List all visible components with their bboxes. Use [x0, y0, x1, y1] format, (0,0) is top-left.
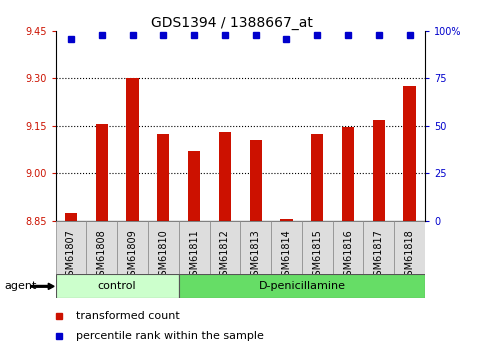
- Bar: [311, 134, 324, 221]
- Bar: [148, 221, 179, 274]
- Text: GSM61807: GSM61807: [66, 229, 76, 282]
- Text: GSM61816: GSM61816: [343, 229, 353, 282]
- Bar: [240, 221, 271, 274]
- Text: GSM61808: GSM61808: [97, 229, 107, 282]
- Text: GSM61811: GSM61811: [189, 229, 199, 282]
- Bar: [179, 221, 210, 274]
- Bar: [302, 221, 333, 274]
- Text: GDS1394 / 1388667_at: GDS1394 / 1388667_at: [151, 16, 313, 30]
- Text: GSM61818: GSM61818: [405, 229, 414, 282]
- Bar: [86, 221, 117, 274]
- Bar: [210, 221, 240, 274]
- Bar: [157, 134, 170, 221]
- Text: agent: agent: [5, 282, 37, 291]
- Bar: [127, 78, 139, 221]
- Text: control: control: [98, 282, 136, 291]
- Bar: [179, 274, 425, 298]
- Bar: [271, 221, 302, 274]
- Text: GSM61810: GSM61810: [158, 229, 168, 282]
- Bar: [117, 221, 148, 274]
- Text: D-penicillamine: D-penicillamine: [258, 282, 345, 291]
- Bar: [364, 221, 394, 274]
- Bar: [280, 219, 293, 221]
- Bar: [250, 140, 262, 221]
- Bar: [65, 213, 77, 221]
- Text: GSM61812: GSM61812: [220, 229, 230, 282]
- Bar: [188, 151, 200, 221]
- Text: GSM61809: GSM61809: [128, 229, 138, 282]
- Text: GSM61814: GSM61814: [282, 229, 291, 282]
- Text: GSM61815: GSM61815: [313, 229, 322, 282]
- Bar: [56, 221, 86, 274]
- Bar: [342, 127, 354, 221]
- Bar: [56, 274, 179, 298]
- Bar: [333, 221, 364, 274]
- Bar: [403, 86, 416, 221]
- Bar: [373, 120, 385, 221]
- Text: GSM61813: GSM61813: [251, 229, 261, 282]
- Bar: [394, 221, 425, 274]
- Text: transformed count: transformed count: [76, 311, 180, 321]
- Text: GSM61817: GSM61817: [374, 229, 384, 282]
- Bar: [219, 132, 231, 221]
- Text: percentile rank within the sample: percentile rank within the sample: [76, 332, 264, 341]
- Bar: [96, 124, 108, 221]
